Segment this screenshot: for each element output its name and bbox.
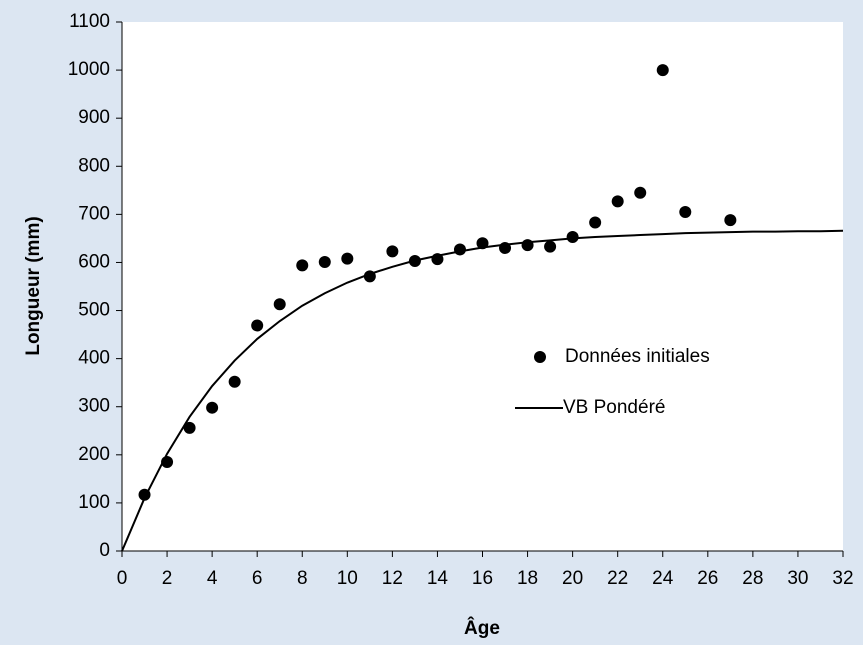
data-point: [386, 245, 399, 258]
x-tick-label: 12: [382, 568, 403, 589]
x-tick-label: 14: [427, 568, 449, 589]
x-tick-label: 26: [697, 568, 718, 589]
data-point: [453, 243, 466, 256]
data-point: [341, 252, 354, 265]
y-tick-label: 200: [78, 444, 110, 465]
y-tick-label: 600: [78, 251, 110, 272]
data-point: [589, 216, 602, 229]
x-tick-label: 16: [472, 568, 493, 589]
y-tick-label: 400: [78, 348, 110, 369]
y-tick-label: 1000: [68, 59, 110, 80]
data-point: [273, 298, 286, 311]
x-tick-label: 10: [337, 568, 358, 589]
data-point: [318, 255, 331, 268]
legend-label: VB Pondéré: [563, 397, 665, 418]
x-tick-label: 28: [742, 568, 763, 589]
plot-area: [122, 22, 843, 551]
fit-line: [121, 229, 844, 552]
x-tick-label: 6: [252, 568, 263, 589]
data-point: [634, 186, 647, 199]
x-tick-label: 32: [832, 568, 853, 589]
x-tick-label: 2: [162, 568, 173, 589]
x-axis-title: Âge: [464, 617, 500, 639]
x-tick-label: 0: [117, 568, 128, 589]
data-point: [183, 421, 196, 434]
data-point: [611, 195, 624, 208]
x-tick-label: 30: [787, 568, 808, 589]
y-tick-label: 0: [99, 540, 110, 561]
legend-label: Données initiales: [565, 346, 710, 367]
data-point: [251, 319, 264, 332]
x-tick-label: 22: [607, 568, 628, 589]
y-tick-label: 100: [78, 492, 110, 513]
x-tick-label: 4: [207, 568, 218, 589]
y-tick-label: 700: [78, 203, 110, 224]
y-axis-title: Longueur (mm): [23, 216, 44, 355]
data-point: [724, 214, 737, 227]
legend-marker: [534, 351, 546, 363]
y-tick-label: 500: [78, 300, 110, 321]
y-tick-label: 1100: [69, 11, 110, 32]
data-point: [679, 205, 692, 218]
x-tick-label: 24: [652, 568, 674, 589]
data-point: [228, 375, 241, 388]
data-point: [206, 401, 219, 414]
x-tick-label: 18: [517, 568, 538, 589]
x-tick-label: 20: [562, 568, 583, 589]
data-point: [544, 240, 557, 253]
y-tick-label: 300: [78, 396, 110, 417]
data-point: [656, 64, 669, 77]
data-point: [296, 259, 309, 272]
x-tick-label: 8: [297, 568, 308, 589]
y-tick-label: 900: [78, 107, 110, 128]
data-point: [566, 230, 579, 243]
y-tick-label: 800: [78, 155, 110, 176]
